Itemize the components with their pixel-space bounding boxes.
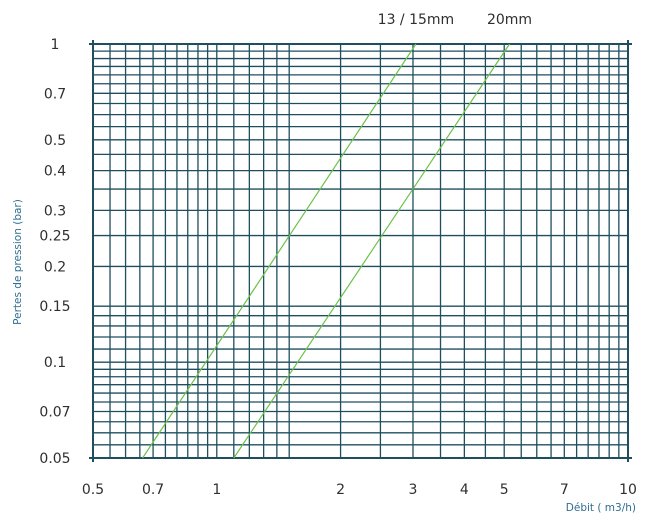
x-tick-label: 1 — [212, 482, 221, 498]
y-tick-label: 1 — [51, 37, 60, 53]
y-tick-label: 0.25 — [39, 229, 70, 245]
x-tick-label: 3 — [409, 482, 418, 498]
y-tick-label: 0.2 — [44, 259, 66, 275]
x-tick-label: 5 — [500, 482, 509, 498]
x-tick-label: 2 — [336, 482, 345, 498]
series-line — [142, 43, 417, 459]
series-label: 20mm — [487, 12, 532, 28]
y-tick-label: 0.7 — [44, 86, 66, 102]
y-tick-label: 0.15 — [39, 299, 70, 315]
y-tick-label: 0.05 — [39, 451, 70, 467]
series-lines — [142, 43, 510, 459]
plot-frame — [92, 43, 629, 459]
y-tick-label: 0.3 — [44, 203, 66, 219]
series-labels: 13 / 15mm 20mm — [378, 12, 532, 28]
series-label: 13 / 15mm — [378, 12, 455, 28]
y-axis-title: Pertes de pression (bar) — [12, 199, 24, 325]
x-tick-label: 7 — [560, 482, 569, 498]
series-line — [233, 43, 510, 459]
y-tick-label: 0.4 — [44, 164, 66, 180]
y-tick-labels: 1 0.7 0.5 0.4 0.3 0.25 0.2 0.15 0.1 0.07 0.05 — [39, 37, 70, 467]
grid — [89, 40, 632, 462]
x-tick-label: 0.5 — [82, 482, 104, 498]
x-tick-labels: 0.5 0.7 1 2 3 4 5 7 10 — [82, 482, 637, 498]
y-tick-label: 0.5 — [44, 133, 66, 149]
x-tick-label: 10 — [619, 482, 637, 498]
x-tick-label: 4 — [460, 482, 469, 498]
x-axis-title: Débit ( m3/h) — [566, 502, 636, 514]
y-tick-label: 0.07 — [39, 405, 70, 421]
y-tick-label: 0.1 — [44, 355, 66, 371]
x-tick-label: 0.7 — [142, 482, 164, 498]
